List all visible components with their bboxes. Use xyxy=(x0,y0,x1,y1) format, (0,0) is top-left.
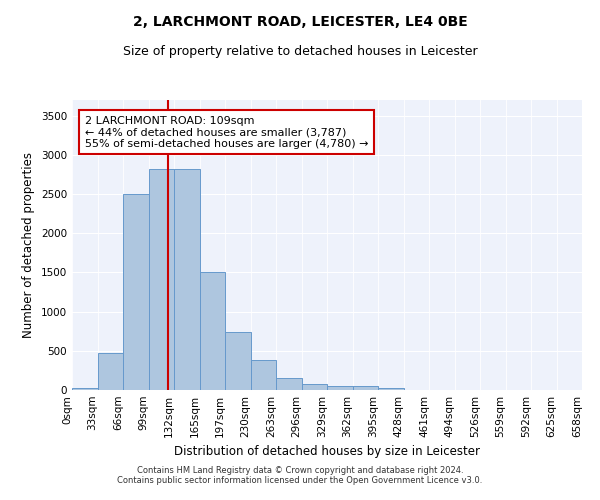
Bar xyxy=(276,378,302,390)
Y-axis label: Number of detached properties: Number of detached properties xyxy=(22,152,35,338)
X-axis label: Distribution of detached houses by size in Leicester: Distribution of detached houses by size … xyxy=(174,446,480,458)
Bar xyxy=(72,388,97,390)
Bar xyxy=(378,388,404,390)
Text: 2, LARCHMONT ROAD, LEICESTER, LE4 0BE: 2, LARCHMONT ROAD, LEICESTER, LE4 0BE xyxy=(133,15,467,29)
Bar xyxy=(149,169,174,390)
Bar xyxy=(251,360,276,390)
Text: 2 LARCHMONT ROAD: 109sqm
← 44% of detached houses are smaller (3,787)
55% of sem: 2 LARCHMONT ROAD: 109sqm ← 44% of detach… xyxy=(85,116,368,149)
Bar xyxy=(199,272,225,390)
Bar xyxy=(353,386,378,390)
Bar xyxy=(97,353,123,390)
Text: Size of property relative to detached houses in Leicester: Size of property relative to detached ho… xyxy=(122,45,478,58)
Bar xyxy=(327,386,353,390)
Bar xyxy=(174,169,199,390)
Text: Contains HM Land Registry data © Crown copyright and database right 2024.
Contai: Contains HM Land Registry data © Crown c… xyxy=(118,466,482,485)
Bar xyxy=(302,384,327,390)
Bar xyxy=(123,194,149,390)
Bar xyxy=(225,332,251,390)
